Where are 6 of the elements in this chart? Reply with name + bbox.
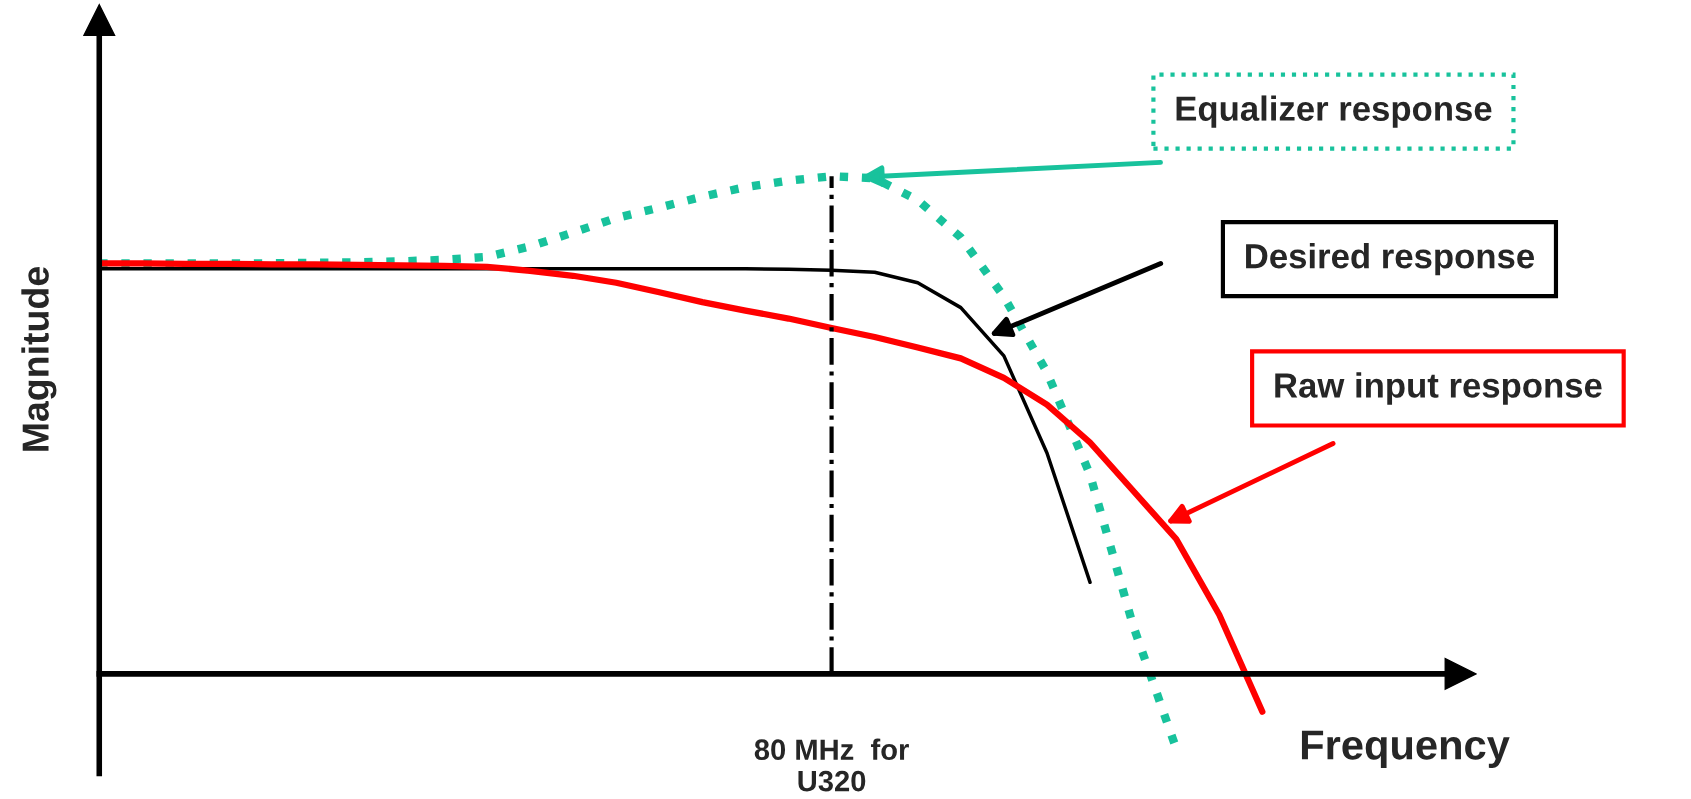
y-axis-title: Magnitude [21, 267, 57, 451]
text: Equalizer response [1176, 95, 1492, 128]
text: Desired response [1246, 243, 1534, 276]
x-axis-title: Frequency [1301, 730, 1510, 768]
text: Raw input response [1275, 372, 1602, 405]
annotation: 80 MHz for U320 [754, 738, 909, 792]
